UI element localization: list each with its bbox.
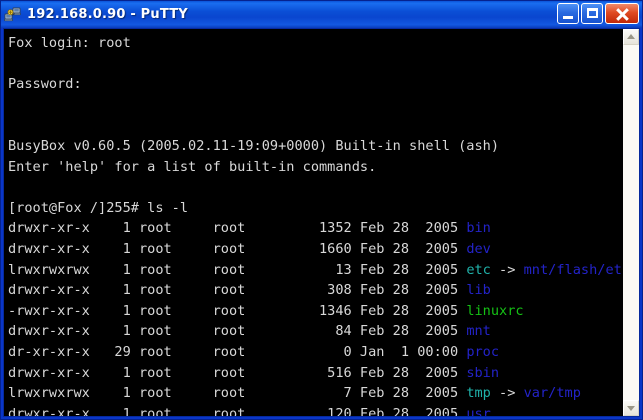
terminal-line: drwxr-xr-x 1 root root 84 Feb 28 2005 mn… bbox=[8, 321, 622, 342]
terminal-text: drwxr-xr-x 1 root root 308 Feb 28 2005 bbox=[8, 282, 467, 299]
terminal-line: Fox login: root bbox=[8, 33, 622, 54]
window-controls bbox=[557, 3, 639, 24]
terminal-text: drwxr-xr-x 1 root root 120 Feb 28 2005 bbox=[8, 405, 467, 416]
close-button[interactable] bbox=[605, 3, 639, 24]
terminal-text: -> bbox=[490, 385, 524, 402]
terminal-line: lrwxrwxrwx 1 root root 7 Feb 28 2005 tmp… bbox=[8, 383, 622, 404]
terminal-line: BusyBox v0.60.5 (2005.02.11-19:09+0000) … bbox=[8, 136, 622, 157]
terminal-line bbox=[8, 54, 622, 75]
terminal-text: tmp bbox=[466, 385, 491, 402]
chevron-down-icon bbox=[627, 406, 635, 411]
terminal-line: drwxr-xr-x 1 root root 1660 Feb 28 2005 … bbox=[8, 239, 622, 260]
terminal-text: dev bbox=[466, 240, 491, 257]
terminal-text: drwxr-xr-x 1 root root 1660 Feb 28 2005 bbox=[8, 240, 467, 257]
scroll-up-button[interactable] bbox=[623, 29, 639, 45]
terminal-text: -rwxr-xr-x 1 root root 1346 Feb 28 2005 bbox=[8, 302, 467, 319]
maximize-icon bbox=[587, 8, 598, 18]
terminal-line: drwxr-xr-x 1 root root 1352 Feb 28 2005 … bbox=[8, 218, 622, 239]
terminal-text: Fox login: root bbox=[8, 35, 131, 51]
terminal-line bbox=[8, 177, 622, 198]
terminal-text: usr bbox=[466, 405, 491, 416]
putty-network-icon bbox=[4, 6, 22, 24]
terminal-line: drwxr-xr-x 1 root root 120 Feb 28 2005 u… bbox=[8, 404, 622, 416]
minimize-button[interactable] bbox=[557, 3, 579, 24]
terminal-line: drwxr-xr-x 1 root root 308 Feb 28 2005 l… bbox=[8, 280, 622, 301]
terminal-text: dr-xr-xr-x 29 root root 0 Jan 1 00:00 bbox=[8, 343, 467, 360]
chevron-up-icon bbox=[627, 34, 635, 39]
terminal-line: dr-xr-xr-x 29 root root 0 Jan 1 00:00 pr… bbox=[8, 342, 622, 363]
terminal-line: Password: bbox=[8, 74, 622, 95]
terminal-text: drwxr-xr-x 1 root root 84 Feb 28 2005 bbox=[8, 323, 467, 340]
terminal-line: drwxr-xr-x 1 root root 516 Feb 28 2005 s… bbox=[8, 363, 622, 384]
terminal-text: drwxr-xr-x 1 root root 1352 Feb 28 2005 bbox=[8, 220, 467, 237]
terminal-line: [root@Fox /]255# ls -l bbox=[8, 198, 622, 219]
terminal-text: BusyBox v0.60.5 (2005.02.11-19:09+0000) … bbox=[8, 137, 500, 154]
client-area: Fox login: root Password: BusyBox v0.60.5 … bbox=[3, 28, 640, 417]
terminal-line bbox=[8, 95, 622, 116]
terminal-scrollbar[interactable] bbox=[622, 29, 639, 416]
terminal-text: linuxrc bbox=[466, 302, 524, 319]
scrollbar-track[interactable] bbox=[623, 45, 639, 400]
terminal-output[interactable]: Fox login: root Password: BusyBox v0.60.5 … bbox=[4, 29, 622, 416]
terminal-text: -> bbox=[490, 261, 524, 278]
terminal-text: proc bbox=[466, 343, 500, 360]
window-title: 192.168.0.90 - PuTTY bbox=[27, 7, 188, 22]
terminal-line: lrwxrwxrwx 1 root root 13 Feb 28 2005 et… bbox=[8, 260, 622, 281]
terminal-text: mnt/flash/etc bbox=[523, 261, 622, 278]
terminal-text: [root@Fox /]255# ls -l bbox=[8, 199, 189, 216]
terminal-text: mnt bbox=[466, 323, 491, 340]
terminal-line: Enter 'help' for a list of built-in comm… bbox=[8, 157, 622, 178]
scroll-down-button[interactable] bbox=[623, 400, 639, 416]
terminal-text: Password: bbox=[8, 76, 82, 93]
terminal-text: Enter 'help' for a list of built-in comm… bbox=[8, 158, 377, 175]
title-bar[interactable]: 192.168.0.90 - PuTTY bbox=[1, 1, 642, 28]
maximize-button[interactable] bbox=[581, 3, 603, 24]
terminal-text: drwxr-xr-x 1 root root 516 Feb 28 2005 bbox=[8, 364, 467, 381]
terminal-text: lrwxrwxrwx 1 root root 7 Feb 28 2005 bbox=[8, 385, 467, 402]
terminal-text: sbin bbox=[466, 364, 500, 381]
terminal-line bbox=[8, 115, 622, 136]
terminal-text: bin bbox=[466, 220, 491, 237]
terminal-text: lib bbox=[466, 282, 491, 299]
terminal-text: var/tmp bbox=[523, 385, 581, 402]
terminal-text: etc bbox=[466, 261, 491, 278]
terminal-line: -rwxr-xr-x 1 root root 1346 Feb 28 2005 … bbox=[8, 301, 622, 322]
minimize-icon bbox=[563, 16, 573, 19]
terminal-text: lrwxrwxrwx 1 root root 13 Feb 28 2005 bbox=[8, 261, 467, 278]
